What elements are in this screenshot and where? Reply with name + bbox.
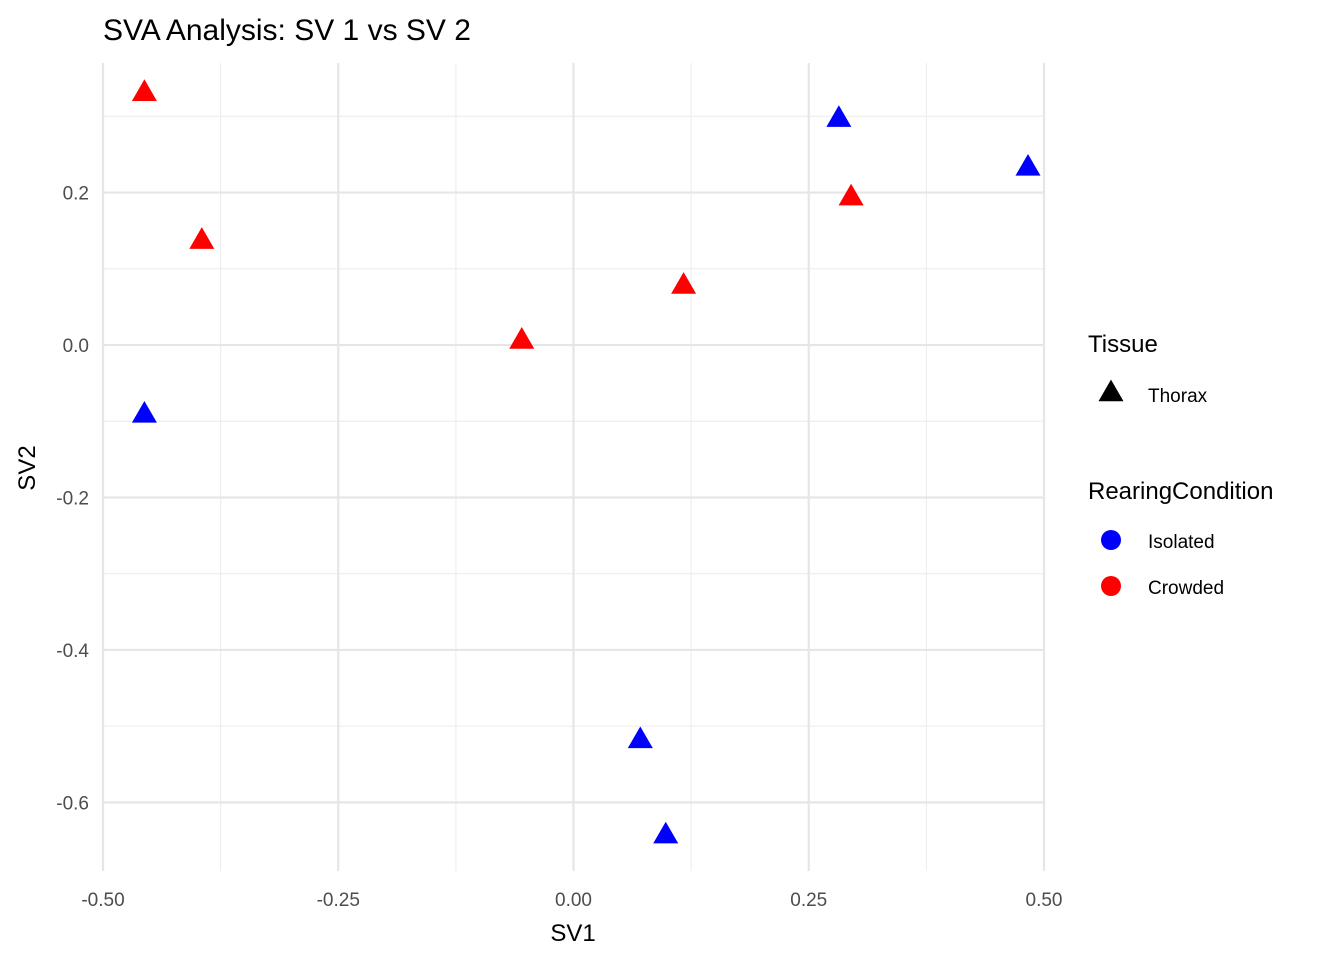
data-point-isolated <box>1015 154 1041 176</box>
y-tick-label: -0.4 <box>56 641 89 662</box>
legend: Tissue Thorax RearingCondition Isolated Crow… <box>1088 331 1273 599</box>
x-axis-title: SV1 <box>550 920 595 947</box>
data-points <box>131 79 1041 844</box>
data-point-crowded <box>671 272 697 294</box>
data-point-isolated <box>653 821 679 844</box>
legend-label: Crowded <box>1148 578 1224 599</box>
data-point-crowded <box>509 327 535 349</box>
grid-lines <box>101 63 1046 871</box>
data-point-isolated <box>627 726 653 749</box>
x-tick-label: -0.50 <box>81 890 124 911</box>
x-tick-label: 0.25 <box>790 890 827 911</box>
data-point-crowded <box>189 227 215 249</box>
legend-key-circle <box>1101 530 1121 550</box>
legend-title-rearing-condition: RearingCondition <box>1088 478 1273 505</box>
x-tick-label: 0.00 <box>555 890 592 911</box>
y-axis-title: SV2 <box>14 445 41 490</box>
x-tick-label: 0.50 <box>1026 890 1063 911</box>
legend-key-triangle <box>1098 379 1124 402</box>
legend-title-tissue: Tissue <box>1088 331 1158 358</box>
legend-label: Isolated <box>1148 532 1215 553</box>
y-tick-label: 0.0 <box>63 336 89 357</box>
data-point-isolated <box>131 400 157 423</box>
data-point-crowded <box>131 79 157 101</box>
legend-key-circle <box>1101 576 1121 596</box>
chart-title: SVA Analysis: SV 1 vs SV 2 <box>103 14 471 47</box>
data-point-crowded <box>838 183 864 206</box>
y-tick-label: 0.2 <box>63 184 89 205</box>
data-point-isolated <box>826 105 852 127</box>
axis-ticks: -0.50 -0.25 0.00 0.25 0.50 -0.6 -0.4 -0.2 0.0 0.2 <box>56 184 1062 911</box>
y-tick-label: -0.6 <box>56 793 89 814</box>
legend-label: Thorax <box>1148 386 1208 407</box>
x-tick-label: -0.25 <box>317 890 360 911</box>
y-tick-label: -0.2 <box>56 488 89 509</box>
